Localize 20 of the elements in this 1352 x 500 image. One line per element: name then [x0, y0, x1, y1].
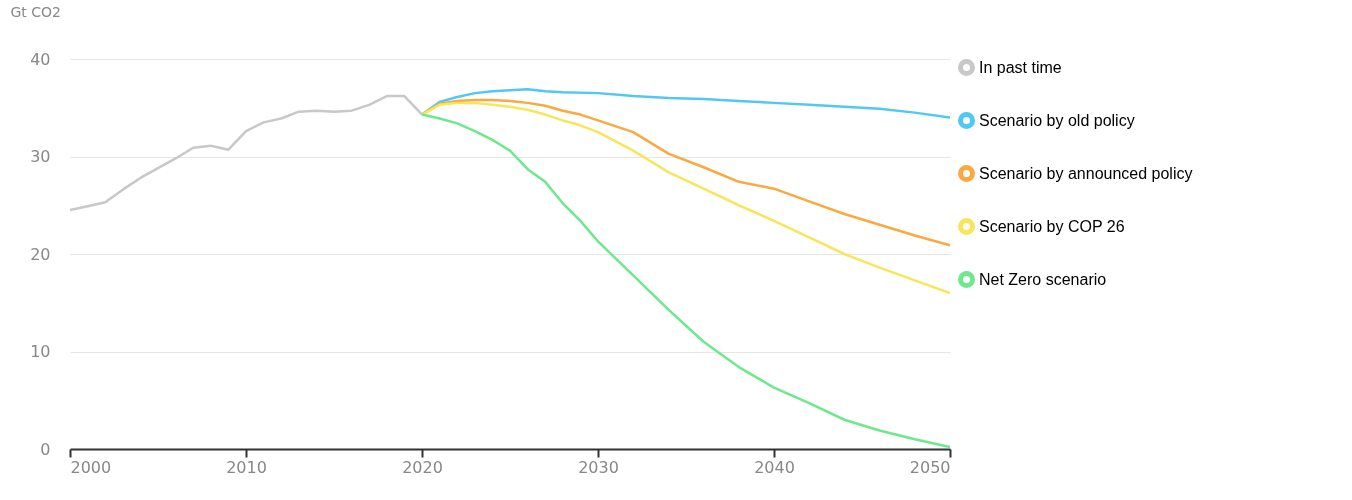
y-tick-label: 40	[30, 49, 51, 69]
x-tick-label: 2020	[402, 457, 443, 477]
y-tick-label: 10	[30, 342, 51, 361]
legend-label: Net Zero scenario	[979, 270, 1107, 288]
x-tick-label: 2040	[754, 457, 795, 477]
y-axis-title: Gt CO2	[10, 3, 61, 20]
legend-label: Scenario by old policy	[979, 111, 1135, 129]
x-tick-label: 2000	[70, 457, 112, 477]
y-tick-label: 0	[40, 439, 51, 459]
line-series	[70, 94, 424, 212]
y-tick-label: 20	[30, 244, 51, 264]
x-tick-label: 2010	[226, 457, 267, 477]
legend-label: Scenario by announced policy	[979, 164, 1193, 182]
y-tick-label: 30	[30, 147, 51, 166]
legend-label: Scenario by COP 26	[979, 217, 1125, 235]
legend-label: In past time	[979, 58, 1062, 76]
line-series	[420, 113, 950, 449]
line-series	[420, 101, 950, 295]
x-tick-label: 2030	[578, 457, 619, 477]
x-tick-label: 2050	[909, 457, 951, 477]
